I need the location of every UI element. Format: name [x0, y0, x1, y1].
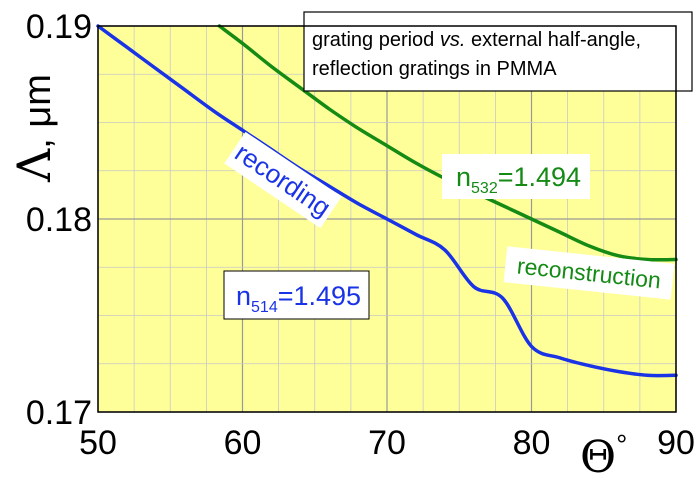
series-line-recording [96, 24, 678, 378]
n514-label: n514=1.495 [236, 281, 361, 316]
tick-labels: 50 60 70 80 90 0.17 0.18 0.19 [26, 8, 695, 462]
x-tick-label: 90 [657, 424, 695, 462]
x-tick-label: 80 [513, 424, 551, 462]
svg-text:Λ, μm: Λ, μm [7, 74, 61, 183]
x-tick-label: 60 [224, 424, 262, 462]
n514-label-box: n514=1.495 [223, 270, 370, 320]
title-line-2: reflection gratings in PMMA [312, 58, 557, 80]
x-axis-label: Θ° [580, 429, 627, 480]
y-axis-label: Λ, μm [7, 74, 61, 183]
x-tick-label: 70 [368, 424, 406, 462]
y-tick-label: 0.19 [26, 8, 92, 46]
n532-label-box: n532=1.494 [442, 154, 590, 199]
x-tick-label: 50 [79, 424, 117, 462]
svg-text:Θ°: Θ° [580, 429, 627, 480]
plot-frame [97, 25, 677, 413]
title-line-1: grating period vs. external half-angle, [312, 29, 641, 51]
n532-label: n532=1.494 [456, 162, 581, 197]
y-tick-label: 0.18 [26, 201, 92, 239]
title-box: grating period vs. external half-angle, … [303, 11, 693, 92]
y-tick-label: 0.17 [26, 394, 92, 432]
